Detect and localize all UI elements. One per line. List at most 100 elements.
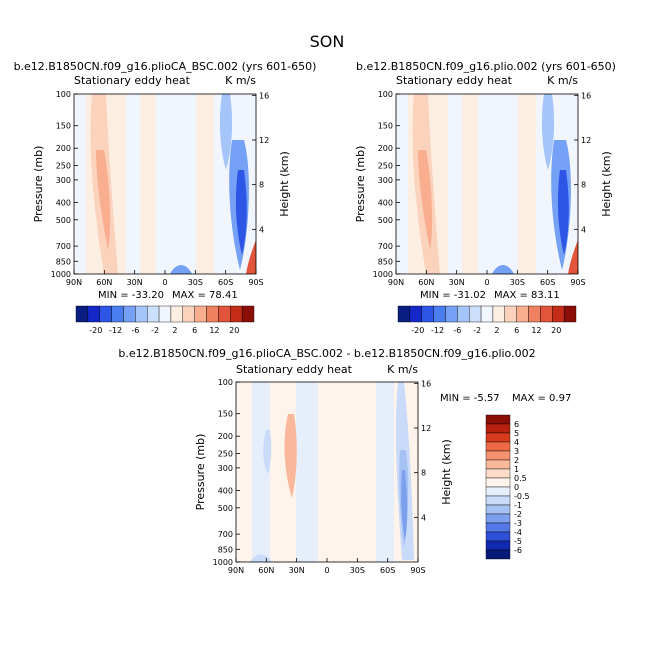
panel3-subtitle-right: K m/s — [387, 363, 418, 376]
colorbar3-label: -5 — [514, 537, 522, 546]
panel2-y-tick-label: 850 — [378, 257, 393, 266]
panel3-max-label: MAX = 0.97 — [512, 393, 571, 404]
colorbar2-label: -2 — [473, 326, 481, 335]
colorbar3-label: -1 — [514, 501, 522, 510]
panel2-background — [396, 94, 578, 274]
panel2-y-tick-label: 300 — [378, 176, 393, 185]
panel1-min-label: MIN = -33.20 — [98, 290, 164, 301]
panel2-min-label: MIN = -31.02 — [420, 290, 486, 301]
colorbar1-swatch — [111, 305, 124, 323]
panel3-neg-sh-1 — [395, 382, 414, 560]
panel3-y-tick-label: 850 — [218, 545, 233, 554]
panel3-y-tick-label: 300 — [218, 464, 233, 473]
panel2-height-tick-label: 8 — [581, 181, 586, 190]
colorbar1-swatch — [194, 305, 207, 323]
colorbar3-label: -6 — [514, 546, 522, 555]
panel2-x-tick-label: 90S — [570, 278, 585, 287]
panel3-y-tick-label: 400 — [218, 486, 233, 495]
panel2-x-tick-label: 60N — [418, 278, 434, 287]
panel2-sh-neg-2 — [551, 140, 571, 270]
panel3-band-3 — [376, 382, 394, 562]
colorbar2-swatch — [480, 305, 494, 323]
panel2-y-tick-label: 250 — [378, 162, 393, 171]
colorbar3-swatch — [485, 504, 511, 515]
panel1-field — [74, 94, 256, 274]
colorbar3-swatch — [485, 486, 511, 497]
panel1-subtitle-left: Stationary eddy heat — [74, 74, 191, 87]
panel3-band-2 — [296, 382, 318, 562]
panel1-ylabel: Pressure (mb) — [32, 146, 45, 223]
colorbar2-swatch — [433, 305, 446, 323]
colorbar2-swatch — [492, 305, 505, 323]
panel2-y-tick-label: 100 — [378, 90, 393, 99]
panel2-jet-pos — [412, 94, 440, 274]
panel3-y-tick-label: 250 — [218, 450, 233, 459]
colorbar1-swatch — [99, 305, 112, 323]
colorbar2-label: 12 — [531, 326, 541, 335]
panel3-y-tick-label: 1000 — [213, 558, 233, 567]
panel1-x-tick-label: 0 — [162, 278, 167, 287]
panel1-background — [74, 94, 256, 274]
colorbar1-swatch — [182, 305, 195, 323]
panel3-frame — [235, 381, 419, 563]
colorbar3-label: 4 — [514, 438, 519, 447]
colorbar2-swatch — [528, 305, 541, 323]
colorbar1-swatch — [158, 305, 172, 323]
panel2-surface-pos — [568, 240, 578, 274]
panel3-ylabel-right: Height (km) — [440, 439, 453, 505]
colorbar3-label: -0.5 — [514, 492, 530, 501]
panel2-title: b.e12.B1850CN.f09_g16.plio.002 (yrs 601-… — [356, 60, 616, 73]
colorbar1-label: -20 — [89, 326, 102, 335]
panel3-y-tick-label: 500 — [218, 504, 233, 513]
colorbar3-swatch — [485, 522, 511, 533]
panel1-subtitle-right: K m/s — [225, 74, 256, 87]
colorbar3-label: -4 — [514, 528, 522, 537]
colorbar3-swatch — [485, 414, 511, 425]
panel2-band-sh-pos — [518, 94, 536, 274]
colorbar2-swatch — [540, 305, 553, 323]
colorbar2-label: -20 — [411, 326, 424, 335]
panel1-surface-neg — [170, 265, 192, 274]
panel2-x-tick-label: 30S — [510, 278, 525, 287]
colorbar2-label: 6 — [514, 326, 519, 335]
panel2-subtitle-left: Stationary eddy heat — [396, 74, 513, 87]
colorbar1-swatch — [170, 305, 184, 323]
colorbar3-swatch — [485, 432, 511, 443]
panel1-y-tick-label: 300 — [56, 176, 71, 185]
panel2-ylabel-right: Height (km) — [600, 151, 613, 217]
panel3-surface-neg — [250, 554, 272, 562]
panel3-height-tick-label: 16 — [421, 379, 431, 388]
panel3-background — [236, 382, 418, 562]
panel2-surface-neg — [492, 265, 514, 274]
colorbar2-swatch — [563, 305, 577, 323]
colorbar1-swatch — [230, 305, 243, 323]
panel1-y-tick-label: 700 — [56, 242, 71, 251]
colorbar3-swatch — [485, 441, 511, 452]
colorbar1-label: -6 — [131, 326, 139, 335]
panel2-height-tick-label: 16 — [581, 91, 591, 100]
panel3-x-tick-label: 90S — [410, 566, 425, 575]
colorbar1-label: 6 — [192, 326, 197, 335]
panel1-y-tick-label: 100 — [56, 90, 71, 99]
panel2-x-tick-label: 90N — [388, 278, 404, 287]
panel3-height-tick-label: 4 — [421, 513, 426, 522]
panel2-subtitle-right: K m/s — [547, 74, 578, 87]
colorbar1-swatch — [75, 305, 89, 323]
panel2-sh-neg-1 — [541, 94, 555, 170]
panel1-height-tick-label: 12 — [259, 136, 269, 145]
panel2-x-tick-label: 0 — [484, 278, 489, 287]
panel3-x-tick-label: 60S — [380, 566, 395, 575]
panel3-y-tick-label: 200 — [218, 432, 233, 441]
panel1-y-tick-label: 500 — [56, 216, 71, 225]
panel1-ylabel-right: Height (km) — [278, 151, 291, 217]
panel3-y-tick-label: 150 — [218, 410, 233, 419]
colorbar2-swatch — [457, 305, 470, 323]
panel1-y-tick-label: 200 — [56, 144, 71, 153]
colorbar3-swatch — [485, 468, 511, 479]
panel2-y-tick-label: 1000 — [373, 270, 393, 279]
colorbar3-swatch — [485, 531, 511, 542]
panel1-sh-neg-2 — [229, 140, 249, 270]
panel1-x-tick-label: 90N — [66, 278, 82, 287]
panel1-y-tick-label: 150 — [56, 122, 71, 131]
